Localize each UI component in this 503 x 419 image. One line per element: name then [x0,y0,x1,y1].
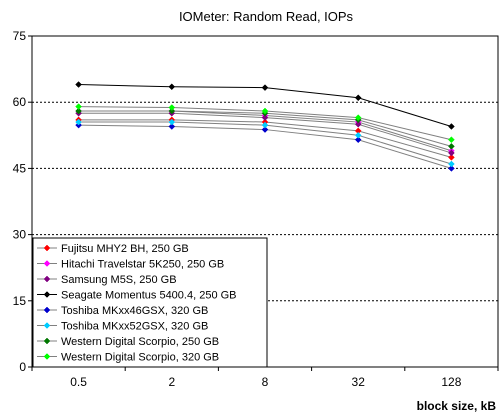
x-tick-label: 8 [262,375,269,389]
legend-entry: Toshiba MKxx52GSX, 320 GB [61,321,208,333]
x-tick-label: 32 [352,375,366,389]
legend-swatch-marker [43,306,51,314]
series-lines [75,81,455,172]
legend-box [32,237,268,368]
legend-entry: Hitachi Travelstar 5K250, 250 GB [61,259,224,271]
legend-entry: Seagate Momentus 5400.4, 250 GB [61,290,237,302]
legend: Fujitsu MHY2 BH, 250 GB Hitachi Travelsta… [32,237,268,368]
data-point [448,165,455,172]
x-tick-label: 128 [441,375,461,389]
y-tick-label: 15 [13,294,27,308]
x-axis-ticks: 0.5 2 8 32 128 [31,367,499,389]
data-point [261,84,269,91]
legend-swatch-marker [43,244,51,252]
y-axis-ticks: 0 15 30 45 60 75 [13,29,32,374]
data-point [448,149,455,157]
data-point [168,107,176,115]
data-point [261,126,269,133]
y-tick-label: 60 [13,95,27,109]
data-point [354,94,362,102]
data-point [448,160,455,168]
data-point [448,123,455,130]
y-tick-label: 45 [13,161,27,175]
data-point [448,136,455,144]
data-point [168,123,176,130]
data-point [168,118,176,126]
legend-entry: Samsung M5S, 250 GB [61,274,177,286]
x-axis-label: block size, kB [417,399,497,413]
chart-title: IOMeter: Random Read, IOPs [179,9,354,24]
legend-entry: Western Digital Scorpio, 250 GB [61,336,219,348]
data-point [354,136,362,144]
legend-entry: Western Digital Scorpio, 320 GB [61,352,219,364]
data-point [75,103,82,110]
legend-swatch-marker [43,291,51,298]
data-point [75,81,82,88]
legend-swatch-marker [43,353,51,360]
data-point [75,107,82,115]
data-point [168,83,176,91]
data-point [168,104,176,111]
series [75,118,455,168]
legend-swatch-marker [43,275,51,283]
x-tick-label: 2 [168,375,175,389]
legend-swatch-marker [43,337,51,345]
series [75,103,455,144]
y-tick-label: 0 [19,360,26,374]
x-tick-label: 0.5 [70,375,87,389]
data-point [354,120,362,128]
data-point [75,118,82,126]
data-point [448,154,455,161]
legend-swatch-marker [43,260,51,267]
data-point [261,121,269,129]
y-tick-label: 30 [13,228,27,242]
data-point [354,131,362,139]
data-point [354,114,362,122]
legend-entry: Fujitsu MHY2 BH, 250 GB [61,243,189,255]
y-tick-label: 75 [13,29,27,43]
legend-swatch-marker [43,322,51,329]
data-point [261,107,269,115]
series [75,81,455,130]
data-point [448,142,455,150]
legend-entry: Toshiba MKxx46GSX, 320 GB [61,305,208,317]
data-point [261,114,269,122]
